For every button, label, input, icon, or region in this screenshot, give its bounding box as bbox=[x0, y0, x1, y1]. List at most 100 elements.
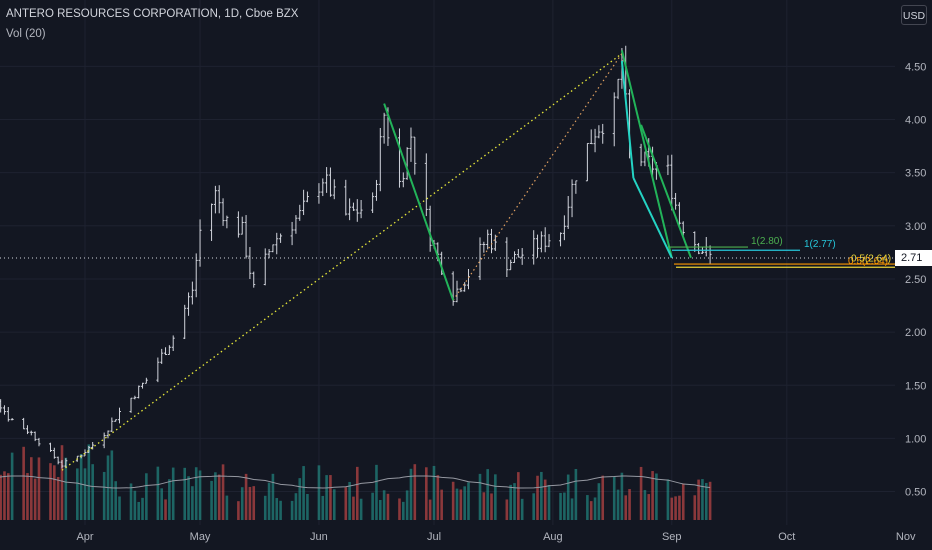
time-axis: Apr May Jun Jul Aug Sep Oct Nov bbox=[76, 531, 916, 543]
volume-bar bbox=[425, 467, 428, 520]
volume-bar bbox=[129, 483, 133, 520]
volume-bar bbox=[302, 466, 305, 520]
volume-bar bbox=[49, 463, 52, 520]
volume-bar bbox=[306, 494, 309, 520]
volume-bar bbox=[91, 464, 94, 520]
volume-bar bbox=[0, 474, 2, 520]
volume-bar bbox=[352, 496, 355, 520]
time-tick-label: Sep bbox=[662, 531, 682, 543]
volume-bar bbox=[409, 468, 413, 520]
volume-bar bbox=[543, 479, 547, 520]
volume-bar bbox=[405, 490, 409, 520]
volume-bar bbox=[371, 492, 374, 520]
fib-level-label: 0.5(2.64) bbox=[848, 256, 888, 267]
volume-bar bbox=[628, 489, 631, 520]
volume-bar bbox=[666, 479, 670, 520]
trend-line bbox=[620, 60, 635, 179]
volume-bar bbox=[187, 476, 190, 520]
fib-level-label: 1(2.77) bbox=[804, 239, 836, 250]
time-tick-label: Oct bbox=[778, 531, 795, 543]
volume-bar bbox=[540, 471, 543, 520]
volume-bar bbox=[76, 468, 79, 520]
volume-bar bbox=[102, 471, 106, 520]
volume-bar bbox=[616, 489, 620, 520]
volume-bar bbox=[436, 475, 440, 520]
volume-bar bbox=[701, 479, 704, 520]
volume-bar bbox=[678, 495, 681, 520]
volume-bar bbox=[168, 479, 171, 520]
volume-indicator-label[interactable]: Vol (20) bbox=[6, 28, 46, 40]
volume-bar bbox=[210, 480, 213, 520]
volume-bar bbox=[198, 470, 202, 520]
volume-bar bbox=[267, 482, 271, 520]
volume-bar bbox=[459, 489, 463, 520]
volume-bar bbox=[252, 486, 256, 520]
volume-bar bbox=[647, 494, 651, 520]
last-price-tag: 2.71 bbox=[895, 250, 932, 266]
trend-line bbox=[383, 103, 455, 301]
volume-bar bbox=[83, 468, 87, 520]
fib-level-label: 1(2.80) bbox=[751, 236, 783, 247]
volume-bar bbox=[290, 500, 294, 520]
volume-bar bbox=[237, 501, 240, 520]
price-tick-label: 4.50 bbox=[905, 61, 926, 73]
volume-bar bbox=[490, 493, 493, 520]
volume-bar bbox=[517, 472, 520, 520]
volume-bar bbox=[114, 481, 117, 520]
volume-bar bbox=[30, 457, 33, 520]
volume-bars bbox=[0, 444, 712, 520]
volume-bar bbox=[398, 498, 401, 520]
volume-bar bbox=[463, 486, 466, 520]
volume-bar bbox=[639, 466, 643, 520]
volume-bar bbox=[382, 490, 386, 520]
time-tick-label: Jun bbox=[310, 531, 328, 543]
volume-bar bbox=[559, 492, 562, 520]
volume-bar bbox=[413, 464, 417, 520]
trend-line bbox=[632, 177, 673, 259]
price-tick-label: 1.50 bbox=[905, 380, 926, 392]
volume-bar bbox=[674, 496, 677, 520]
fib-level-label: 0.5(2.64) bbox=[851, 253, 891, 264]
volume-bar bbox=[279, 500, 282, 520]
time-tick-label: May bbox=[190, 531, 211, 543]
currency-button[interactable]: USD bbox=[901, 5, 927, 25]
volume-bar bbox=[22, 446, 25, 520]
volume-bar bbox=[428, 499, 432, 520]
volume-bar bbox=[513, 483, 516, 520]
volume-bar bbox=[183, 467, 187, 520]
price-tick-label: 2.50 bbox=[905, 274, 926, 286]
volume-bar bbox=[536, 475, 539, 520]
volume-bar bbox=[494, 474, 497, 520]
volume-bar bbox=[60, 445, 64, 520]
price-axis-bg bbox=[895, 0, 932, 550]
time-tick-label: Apr bbox=[76, 531, 93, 543]
volume-bar bbox=[141, 497, 144, 520]
volume-bar bbox=[137, 501, 140, 520]
volume-bar bbox=[56, 476, 60, 520]
volume-bar bbox=[520, 498, 524, 520]
volume-bar bbox=[624, 495, 628, 520]
volume-bar bbox=[563, 492, 566, 520]
volume-bar bbox=[478, 473, 482, 520]
zigzag-dotted-line bbox=[452, 53, 623, 301]
volume-bar bbox=[601, 475, 605, 520]
time-tick-label: Nov bbox=[896, 531, 916, 543]
volume-bar bbox=[532, 493, 535, 520]
trend-line bbox=[640, 124, 692, 259]
volume-bar bbox=[547, 484, 551, 520]
volume-bar bbox=[451, 481, 455, 520]
price-tick-label: 2.00 bbox=[905, 327, 926, 339]
volume-bar bbox=[348, 481, 351, 520]
price-tick-label: 3.00 bbox=[905, 221, 926, 233]
price-tick-label: 3.50 bbox=[905, 168, 926, 180]
time-tick-label: Jul bbox=[427, 531, 441, 543]
volume-bar bbox=[440, 489, 443, 520]
volume-bar bbox=[171, 467, 175, 520]
trend-line bbox=[620, 50, 673, 258]
volume-bar bbox=[378, 500, 382, 520]
volume-bar bbox=[586, 495, 589, 520]
volume-bar bbox=[294, 493, 298, 520]
volume-bar bbox=[64, 457, 68, 520]
volume-bar bbox=[597, 483, 601, 520]
